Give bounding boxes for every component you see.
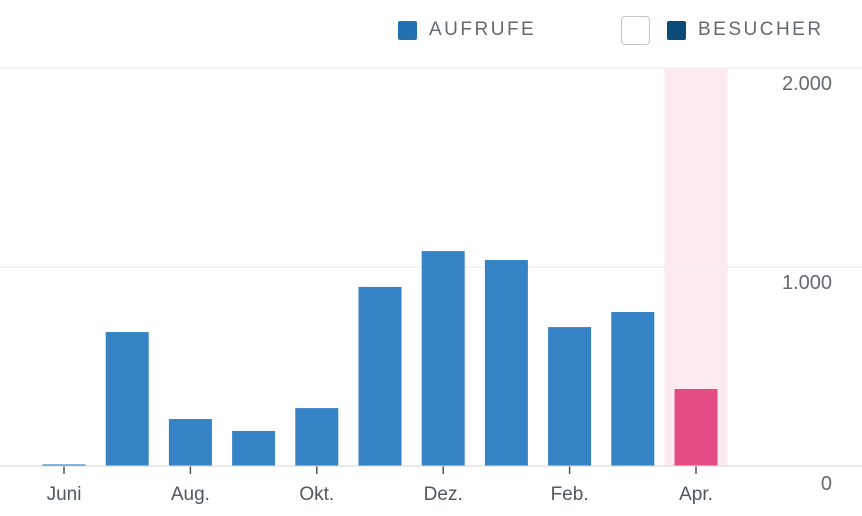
bar	[295, 408, 339, 466]
besucher-swatch	[667, 20, 686, 40]
legend-item-besucher[interactable]: BESUCHER	[621, 15, 824, 45]
legend-label-besucher: BESUCHER	[698, 19, 824, 40]
x-tick-label: Aug.	[171, 484, 210, 505]
bar	[421, 251, 465, 466]
x-tick-label: Apr.	[679, 484, 713, 505]
bar	[484, 260, 528, 466]
bar	[611, 311, 655, 466]
x-tick-label: Dez.	[424, 484, 463, 505]
y-tick-label: 0	[821, 473, 832, 495]
bar	[548, 327, 592, 466]
bar	[105, 332, 149, 466]
besucher-checkbox[interactable]	[621, 15, 650, 45]
bar	[674, 388, 718, 466]
x-tick-label: Okt.	[299, 484, 334, 505]
y-tick-label: 2.000	[782, 73, 832, 95]
x-tick-label: Feb.	[551, 484, 589, 505]
bar	[232, 430, 276, 466]
legend-item-aufrufe[interactable]: AUFRUFE	[398, 18, 536, 42]
aufrufe-swatch	[398, 20, 417, 40]
bar	[168, 419, 212, 466]
bar	[358, 286, 402, 466]
x-tick-label: Juni	[47, 484, 82, 505]
legend-label-aufrufe: AUFRUFE	[429, 19, 537, 40]
y-tick-label: 1.000	[782, 272, 832, 294]
bar	[42, 464, 86, 466]
